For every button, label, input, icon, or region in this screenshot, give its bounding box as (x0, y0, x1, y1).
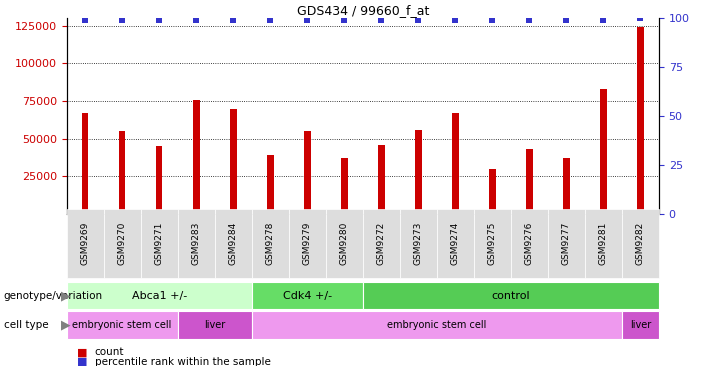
Text: percentile rank within the sample: percentile rank within the sample (95, 356, 271, 366)
Bar (341, 158, 348, 214)
Point (79, 17, 90, 23)
Text: Abca1 +/-: Abca1 +/- (132, 291, 186, 300)
Text: GSM9283: GSM9283 (191, 222, 200, 265)
Text: GSM9277: GSM9277 (562, 222, 571, 265)
Point (339, 17, 350, 23)
Text: embryonic stem cell: embryonic stem cell (72, 320, 172, 330)
Point (191, 17, 202, 23)
Point (154, 17, 165, 23)
Text: GSM9282: GSM9282 (636, 222, 645, 265)
Text: liver: liver (204, 320, 225, 330)
Bar (526, 149, 533, 214)
Bar (230, 109, 236, 214)
Bar (118, 131, 125, 214)
Text: GSM9281: GSM9281 (599, 222, 608, 265)
Text: GSM9284: GSM9284 (229, 222, 238, 265)
Text: GSM9273: GSM9273 (414, 222, 423, 265)
Bar (304, 131, 311, 214)
Text: GSM9279: GSM9279 (303, 222, 312, 265)
Point (116, 17, 128, 23)
Point (524, 17, 535, 23)
Point (598, 17, 609, 23)
Text: GSM9270: GSM9270 (118, 222, 127, 265)
Bar (563, 158, 570, 214)
Title: GDS434 / 99660_f_at: GDS434 / 99660_f_at (297, 4, 429, 17)
Point (228, 17, 239, 23)
Text: ▶: ▶ (61, 289, 71, 302)
Point (635, 15, 646, 21)
Text: GSM9269: GSM9269 (81, 222, 90, 265)
Text: embryonic stem cell: embryonic stem cell (387, 320, 486, 330)
Bar (600, 89, 607, 214)
Text: control: control (491, 291, 530, 300)
Point (301, 17, 313, 23)
Bar (193, 100, 200, 214)
Point (486, 17, 498, 23)
Bar (415, 130, 421, 214)
Text: count: count (95, 347, 124, 358)
Text: GSM9271: GSM9271 (155, 222, 163, 265)
Point (561, 17, 572, 23)
Text: ■: ■ (77, 347, 88, 358)
Bar (637, 27, 644, 214)
Bar (156, 146, 163, 214)
Text: GSM9276: GSM9276 (525, 222, 534, 265)
Text: ▶: ▶ (61, 318, 71, 331)
Text: GSM9280: GSM9280 (340, 222, 349, 265)
Bar (82, 113, 88, 214)
Text: liver: liver (629, 320, 651, 330)
Point (376, 17, 387, 23)
Text: GSM9272: GSM9272 (376, 222, 386, 265)
Text: GSM9274: GSM9274 (451, 222, 460, 265)
Text: GSM9275: GSM9275 (488, 222, 497, 265)
Text: GSM9278: GSM9278 (266, 222, 275, 265)
Text: Cdk4 +/-: Cdk4 +/- (283, 291, 332, 300)
Point (450, 17, 461, 23)
Text: cell type: cell type (4, 320, 48, 330)
Point (413, 17, 424, 23)
Bar (489, 169, 496, 214)
Bar (378, 145, 385, 214)
Point (264, 17, 275, 23)
Bar (452, 113, 458, 214)
Text: ■: ■ (77, 356, 88, 366)
Text: genotype/variation: genotype/variation (4, 291, 102, 300)
Bar (267, 156, 273, 214)
